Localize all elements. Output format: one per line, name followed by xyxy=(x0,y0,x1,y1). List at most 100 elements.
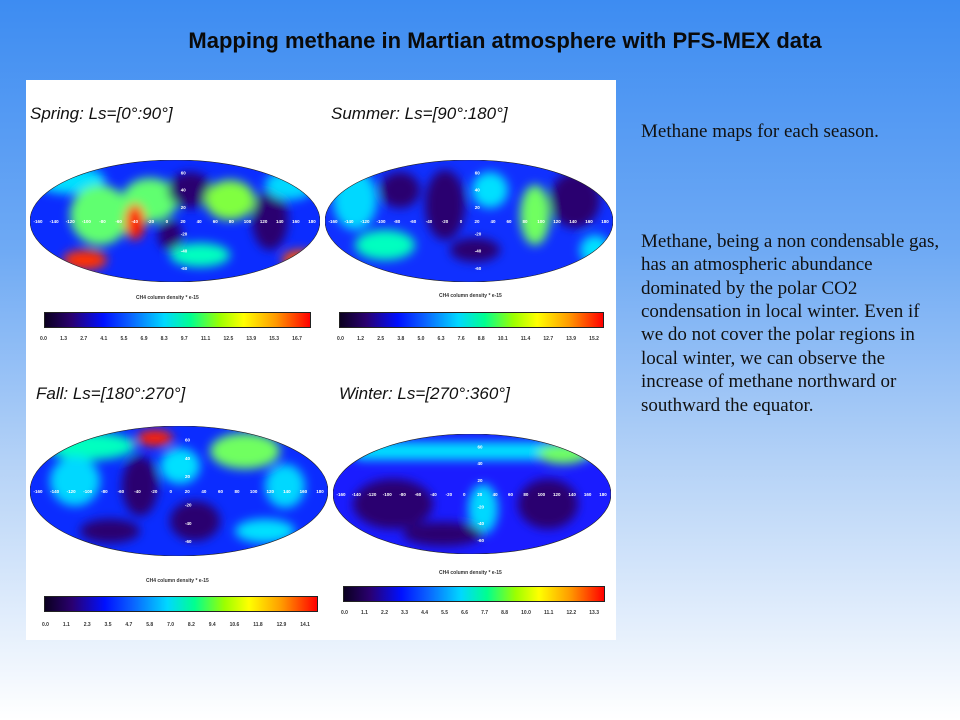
colorbar-title-summer: CH4 column density * e-15 xyxy=(439,293,502,299)
map-lon-label: 20 xyxy=(477,492,483,497)
side-paragraph-explanation: Methane, being a non condensable gas, ha… xyxy=(641,231,940,416)
tick-label: 15.3 xyxy=(269,336,280,342)
summer-quadrant: Summer: Ls=[90°:180°] xyxy=(321,80,616,360)
methane-map-spring: -160 -140 -120 -100 -80 -60 -40 -20 0 20 40 60 80 100… xyxy=(30,160,320,282)
map-lon-label: 140 xyxy=(568,492,576,497)
map-lon-label: 60 xyxy=(218,489,224,494)
colorbar-title-winter: CH4 column density * e-15 xyxy=(439,570,502,576)
colorbar-ticks-fall: 0.0 1.1 2.3 3.5 4.7 5.8 7.0 8.2 9.4 10.6 11.8 12.9 1… xyxy=(42,622,310,628)
tick-label: 1.1 xyxy=(62,622,70,628)
tick-label: 1.2 xyxy=(357,336,365,342)
map-lon-label: -120 xyxy=(367,492,377,497)
map-lon-label: -120 xyxy=(360,219,370,224)
map-lon-label: 40 xyxy=(197,219,203,224)
map-lon-label: 160 xyxy=(584,492,592,497)
map-lat-label: 40 xyxy=(185,456,191,461)
tick-label: 6.6 xyxy=(461,610,469,616)
map-lon-label: 140 xyxy=(276,219,284,224)
map-lon-label: 120 xyxy=(553,492,561,497)
map-lon-label: 80 xyxy=(523,492,529,497)
map-lon-label: 0 xyxy=(169,489,172,494)
tick-label: 9.4 xyxy=(208,622,216,628)
map-lon-label: -140 xyxy=(50,219,60,224)
colorbar-winter xyxy=(343,586,605,602)
tick-label: 0.0 xyxy=(42,622,49,628)
map-lon-label: 160 xyxy=(585,219,593,224)
map-lon-label: -140 xyxy=(344,219,354,224)
map-lat-label: -20 xyxy=(181,232,188,237)
tick-label: 7.0 xyxy=(167,622,175,628)
tick-label: 7.6 xyxy=(457,336,465,342)
map-lon-label: -120 xyxy=(67,489,77,494)
tick-label: 10.6 xyxy=(229,622,240,628)
tick-label: 0.0 xyxy=(40,336,47,342)
map-lat-label: -60 xyxy=(475,266,482,271)
tick-label: 11.1 xyxy=(200,336,211,342)
map-lat-label: -40 xyxy=(181,249,188,254)
tick-label: 12.9 xyxy=(276,622,287,628)
tick-label: 10.0 xyxy=(521,610,531,616)
map-lon-label: -120 xyxy=(66,219,76,224)
map-lat-label: 40 xyxy=(478,461,484,466)
slide-title: Mapping methane in Martian atmosphere wi… xyxy=(188,28,822,53)
map-lat-label: -40 xyxy=(185,521,192,526)
winter-quadrant: Winter: Ls=[270°:360°] -160 -140 -120 -100-… xyxy=(321,360,616,640)
tick-label: 13.9 xyxy=(566,336,577,342)
map-lon-label: -20 xyxy=(442,219,449,224)
tick-label: 8.8 xyxy=(477,336,485,342)
tick-label: 2.3 xyxy=(83,622,91,628)
map-lon-label: -80 xyxy=(399,492,406,497)
map-lon-label: 100 xyxy=(250,489,258,494)
map-lon-label: 0 xyxy=(166,219,169,224)
tick-label: 12.2 xyxy=(566,610,577,616)
tick-label: 2.5 xyxy=(377,336,385,342)
tick-label: 0.0 xyxy=(337,336,344,342)
map-lon-label: 160 xyxy=(292,219,300,224)
map-lon-label: -60 xyxy=(415,492,422,497)
tick-label: 6.3 xyxy=(437,336,445,342)
map-lon-label: 20 xyxy=(474,219,480,224)
map-lon-label: -100 xyxy=(376,219,386,224)
tick-label: 3.5 xyxy=(104,622,112,628)
season-label-summer: Summer: Ls=[90°:180°] xyxy=(331,104,508,123)
tick-label: 5.5 xyxy=(120,336,128,342)
colorbar-ticks-winter: 0.0 1.1 2.2 3.3 4.4 5.5 6.6 7.7 8.8 10.0 11.1 12.2 1… xyxy=(341,610,599,616)
tick-label: 11.1 xyxy=(543,610,554,616)
season-label-spring: Spring: Ls=[0°:90°] xyxy=(30,104,173,123)
map-lon-label: -20 xyxy=(148,219,155,224)
map-lat-label: 20 xyxy=(475,205,481,210)
map-lon-label: 20 xyxy=(181,219,187,224)
map-lon-label: 40 xyxy=(490,219,496,224)
colorbar-ticks-spring: 0.0 1.3 2.7 4.1 5.5 6.9 8.3 9.7 11.1 12.5 13.9 15.3… xyxy=(40,336,302,342)
map-lon-label: -80 xyxy=(394,219,401,224)
tick-label: 9.7 xyxy=(180,336,188,342)
map-lon-label: -20 xyxy=(446,492,453,497)
map-lon-label: 180 xyxy=(601,219,609,224)
map-lon-label: 100 xyxy=(244,219,252,224)
map-lon-label: 60 xyxy=(213,219,219,224)
map-lon-label: 100 xyxy=(537,219,545,224)
map-lon-label: -40 xyxy=(134,489,141,494)
map-lon-label: 80 xyxy=(522,219,528,224)
tick-label: 2.2 xyxy=(381,610,388,616)
season-label-fall: Fall: Ls=[180°:270°] xyxy=(36,384,186,403)
tick-label: 14.1 xyxy=(300,622,310,628)
map-lon-label: 40 xyxy=(493,492,499,497)
colorbar-spring xyxy=(44,312,311,328)
map-lon-label: 140 xyxy=(283,489,291,494)
tick-label: 3.8 xyxy=(397,336,405,342)
colorbar-summer xyxy=(339,312,604,328)
tick-label: 12.7 xyxy=(543,336,554,342)
map-lat-label: 20 xyxy=(181,205,187,210)
map-lat-label: 60 xyxy=(181,171,187,176)
side-paragraph-intro: Methane maps for each season. xyxy=(641,121,879,142)
map-lat-label: 40 xyxy=(181,188,187,193)
tick-label: 0.0 xyxy=(341,610,348,616)
tick-label: 13.9 xyxy=(246,336,257,342)
tick-label: 1.3 xyxy=(60,336,68,342)
map-lon-label: 120 xyxy=(266,489,274,494)
colorbar-title-fall: CH4 column density * e-15 xyxy=(146,578,209,584)
map-lon-label: -160 xyxy=(328,219,338,224)
colorbar-ticks-summer: 0.0 1.2 2.5 3.8 5.0 6.3 7.6 8.8 10.1 11.4 12.7 13.9… xyxy=(337,336,599,342)
map-lat-label: 60 xyxy=(475,171,481,176)
